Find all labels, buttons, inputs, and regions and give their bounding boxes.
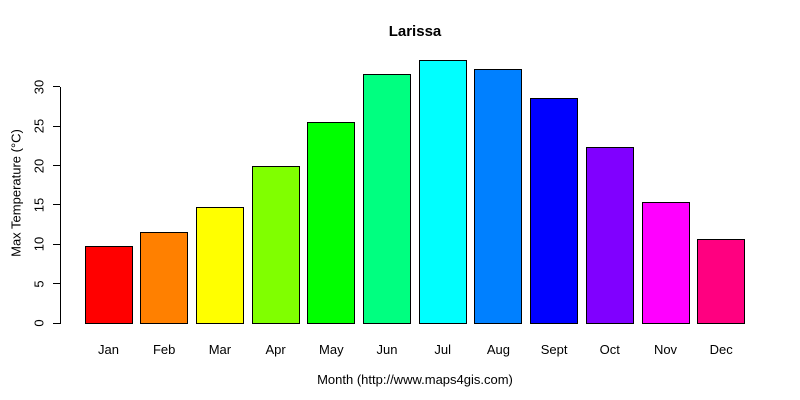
y-tick-label-15: 15: [31, 197, 47, 213]
bar-jan: [84, 245, 133, 324]
y-tick-label-20: 20: [31, 158, 47, 173]
x-tick-label-mar: Mar: [208, 342, 232, 357]
bar-apr: [251, 166, 300, 324]
x-tick-label-jan: Jan: [98, 342, 119, 357]
x-tick-label-oct: Oct: [599, 342, 620, 357]
y-tick-25: [53, 125, 60, 127]
y-tick-10: [53, 243, 60, 245]
y-tick-label-30: 30: [31, 79, 47, 95]
y-tick-label-5: 5: [31, 280, 47, 288]
bar-nov: [641, 201, 690, 324]
x-tick-label-sept: Sept: [540, 342, 568, 357]
y-tick-5: [53, 283, 60, 285]
bar-aug: [474, 68, 523, 324]
x-tick-label-may: May: [319, 342, 344, 357]
y-axis-line: [60, 87, 61, 324]
y-tick-label-0: 0: [31, 319, 47, 327]
x-tick-label-aug: Aug: [486, 342, 510, 357]
x-tick-label-nov: Nov: [653, 342, 678, 357]
bar-mar: [195, 207, 244, 324]
chart-title: Larissa: [388, 23, 442, 40]
bar-sept: [530, 97, 579, 324]
x-tick-label-jul: Jul: [434, 342, 451, 357]
bar-jun: [363, 74, 411, 324]
y-tick-0: [53, 322, 60, 324]
y-tick-label-25: 25: [31, 119, 47, 134]
bar-jul: [418, 60, 467, 324]
y-tick-30: [53, 86, 60, 88]
bar-dec: [697, 238, 746, 324]
x-tick-label-jun: Jun: [376, 342, 398, 357]
bar-feb: [140, 231, 189, 324]
x-axis-title: Month (http://www.maps4gis.com): [317, 372, 513, 387]
y-tick-20: [53, 165, 60, 167]
y-axis-title: Max Temperature (°C): [8, 129, 24, 257]
x-tick-label-feb: Feb: [152, 342, 176, 357]
bar-may: [307, 121, 356, 324]
x-tick-label-dec: Dec: [709, 342, 733, 357]
y-tick-15: [53, 204, 60, 206]
y-tick-label-10: 10: [31, 237, 47, 252]
x-tick-label-apr: Apr: [265, 342, 286, 357]
bar-oct: [585, 147, 634, 324]
